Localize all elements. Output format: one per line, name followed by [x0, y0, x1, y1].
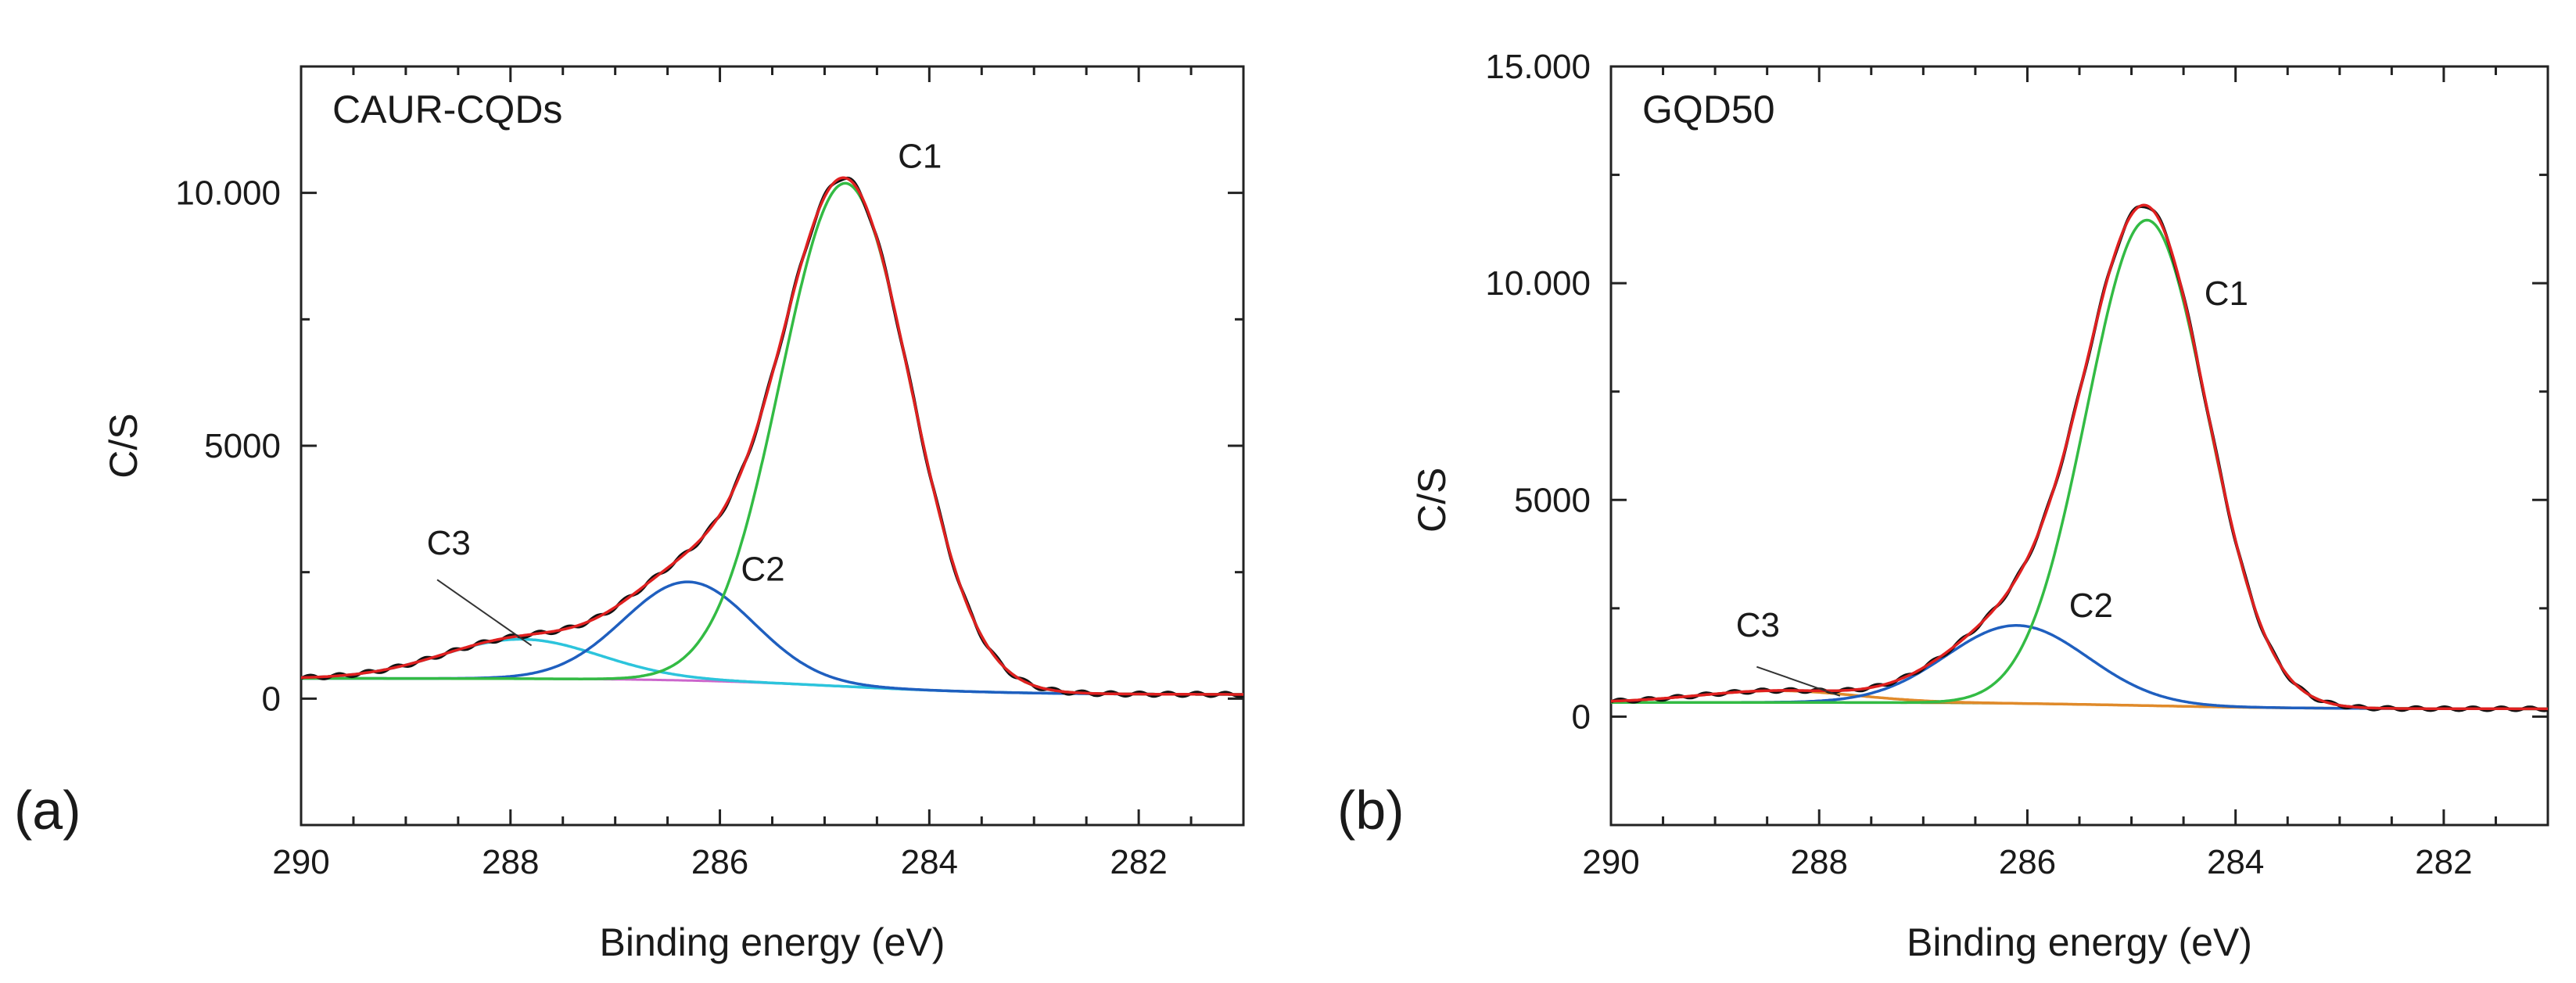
chart-panel-a: 290 288 286 284 282 0 5000 10.000 Binding energy… [14, 65, 1245, 964]
peak-label-c2: C2 [2069, 587, 2113, 625]
x-tick-label: 282 [2415, 843, 2472, 881]
annotation-leader [1756, 665, 1841, 697]
x-tick-label: 288 [482, 843, 539, 881]
sample-label: CAUR-CQDs [332, 88, 562, 131]
measured-curve [301, 176, 1243, 698]
chart-panel-b: 290 288 286 284 282 0 5000 10.000 15.000 Binding … [1337, 48, 2549, 964]
envelope-fit-curve [1611, 203, 2548, 711]
x-tick-label: 290 [272, 843, 329, 881]
x-tick-label: 286 [691, 843, 748, 881]
y-tick-label: 5000 [204, 427, 281, 465]
y-tick-label: 10.000 [1485, 264, 1591, 303]
y-tick-label: 0 [262, 680, 281, 718]
envelope-fit-curve [301, 176, 1243, 696]
y-tick-label: 0 [1572, 698, 1591, 736]
x-axis-title: Binding energy (eV) [600, 920, 945, 964]
x-tick-label: 284 [901, 843, 958, 881]
panel-label: (b) [1337, 780, 1405, 841]
x-tick-label: 282 [1110, 843, 1167, 881]
component-curve-c1 [301, 181, 1243, 696]
panel-label: (a) [14, 780, 81, 841]
peak-label-c2: C2 [741, 551, 784, 589]
annotation-leader [436, 579, 533, 647]
background-curve [301, 677, 1243, 696]
x-axis-title: Binding energy (eV) [1907, 920, 2252, 964]
curve-group [301, 176, 1243, 698]
peak-label-c1: C1 [898, 137, 942, 175]
peak-label-c1: C1 [2205, 274, 2248, 313]
y-tick-label: 5000 [1514, 481, 1591, 519]
curve-group [1611, 203, 2548, 712]
x-tick-label: 284 [2207, 843, 2264, 881]
peak-label-c3: C3 [427, 524, 471, 562]
y-axis-title: C/S [1410, 468, 1454, 533]
plot-frame [300, 65, 1245, 827]
sample-label: GQD50 [1642, 88, 1775, 131]
y-axis-title: C/S [102, 413, 145, 478]
y-tick-label: 10.000 [175, 174, 281, 213]
x-tick-label: 288 [1791, 843, 1848, 881]
peak-label-c3: C3 [1736, 606, 1780, 644]
x-tick-label: 290 [1582, 843, 1639, 881]
y-tick-label: 15.000 [1485, 48, 1591, 86]
component-curve-c3 [301, 637, 1243, 696]
x-tick-label: 286 [1999, 843, 2056, 881]
